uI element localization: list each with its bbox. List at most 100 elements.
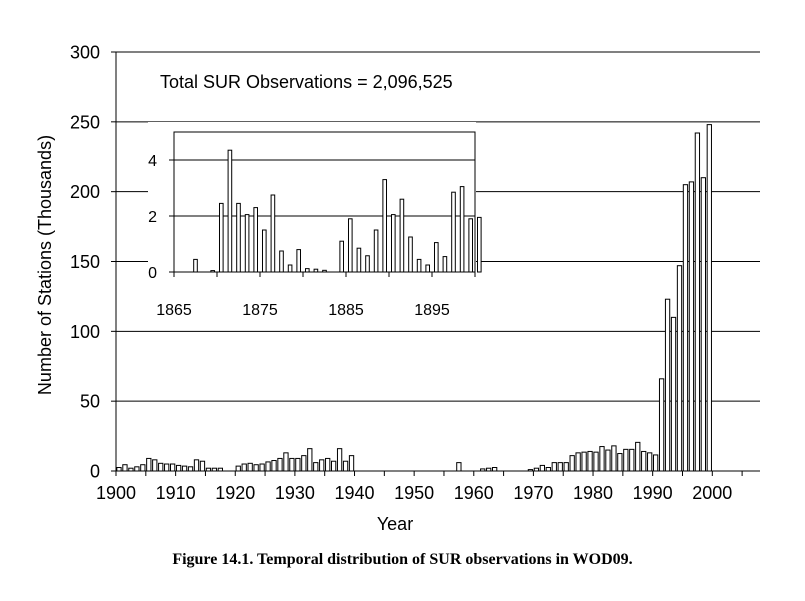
x-tick-label: 1980: [573, 483, 613, 503]
bar: [307, 448, 313, 472]
bar: [433, 242, 439, 273]
bar: [382, 179, 388, 273]
x-tick-label: 1900: [96, 483, 136, 503]
bar: [339, 240, 345, 273]
y-tick-label: 4: [148, 153, 157, 170]
bar: [575, 452, 581, 472]
x-tick-label: 1910: [156, 483, 196, 503]
bar: [336, 448, 343, 472]
bar: [158, 462, 164, 472]
bar: [605, 449, 611, 472]
bar: [408, 236, 413, 273]
bar: [425, 264, 431, 273]
bar: [700, 177, 706, 472]
bar: [593, 451, 599, 472]
inset-gridlines: [174, 159, 475, 217]
bar: [468, 218, 474, 273]
bar: [629, 448, 635, 472]
bar: [253, 207, 259, 273]
x-tick-label: 1940: [334, 483, 374, 503]
inset-axes: [173, 131, 476, 273]
y-tick-label: 100: [70, 322, 100, 342]
bar: [270, 194, 276, 273]
bar: [140, 464, 146, 472]
bar: [218, 202, 224, 273]
bar: [175, 464, 182, 472]
bar: [348, 455, 355, 472]
bar: [635, 441, 641, 472]
x-tick-label: 1920: [215, 483, 255, 503]
bar: [617, 453, 623, 472]
y-tick-label: 200: [70, 182, 100, 202]
bar: [399, 198, 405, 273]
bar: [569, 455, 575, 472]
y-tick-label: 300: [70, 42, 100, 62]
bar: [676, 265, 683, 472]
x-tick-label: 1865: [156, 302, 192, 319]
bar: [313, 462, 319, 472]
bar: [658, 378, 665, 472]
bar: [170, 463, 176, 472]
bar: [116, 467, 122, 472]
bar: [247, 462, 253, 472]
bar: [611, 445, 617, 472]
bar: [277, 457, 283, 472]
bar: [623, 448, 629, 472]
bar: [259, 463, 265, 472]
y-tick-label: 50: [80, 392, 100, 412]
bar: [682, 184, 689, 472]
bar: [319, 459, 325, 472]
x-tick-label: 1885: [328, 302, 364, 319]
bar: [641, 450, 647, 472]
bar: [296, 249, 302, 273]
bar: [563, 462, 569, 472]
bar: [265, 461, 271, 472]
bar: [164, 463, 170, 472]
bar: [688, 181, 695, 472]
bar: [557, 462, 563, 472]
bar: [551, 462, 557, 472]
y-tick-label: 0: [90, 461, 100, 481]
bar: [442, 256, 448, 273]
bar: [581, 451, 587, 472]
bar: [279, 250, 284, 273]
bar: [241, 463, 247, 472]
bar: [193, 258, 198, 273]
bar: [283, 452, 289, 472]
bar: [325, 457, 331, 472]
x-tick-label: 1960: [454, 483, 494, 503]
bar: [244, 214, 250, 273]
bar: [459, 186, 465, 273]
bar: [134, 466, 140, 472]
bar: [122, 464, 128, 472]
bar: [342, 460, 349, 472]
bar: [706, 124, 712, 472]
x-axis-label: Year: [377, 514, 413, 534]
bar: [253, 464, 259, 472]
bar: [287, 264, 293, 273]
bar: [301, 455, 307, 472]
bar: [492, 467, 498, 472]
x-tick-label: 1970: [513, 483, 553, 503]
total-observations-annotation: Total SUR Observations = 2,096,525: [160, 72, 453, 92]
x-tick-label: 1930: [275, 483, 315, 503]
y-tick-label: 150: [70, 252, 100, 272]
bar: [181, 465, 188, 472]
inset-background: [148, 122, 476, 327]
bar: [271, 460, 277, 472]
y-tick-label: 2: [148, 209, 157, 226]
bar: [289, 457, 295, 472]
bar: [199, 460, 206, 472]
x-tick-label: 1895: [414, 302, 450, 319]
bar: [152, 459, 158, 472]
bar: [539, 464, 545, 472]
bar: [599, 446, 605, 472]
x-tick-label: 1875: [242, 302, 278, 319]
bar: [295, 457, 301, 472]
bar: [227, 149, 233, 273]
bar: [670, 316, 677, 472]
x-tick-label: 1990: [633, 483, 673, 503]
y-tick-label: 0: [148, 265, 157, 282]
bar: [356, 247, 362, 273]
